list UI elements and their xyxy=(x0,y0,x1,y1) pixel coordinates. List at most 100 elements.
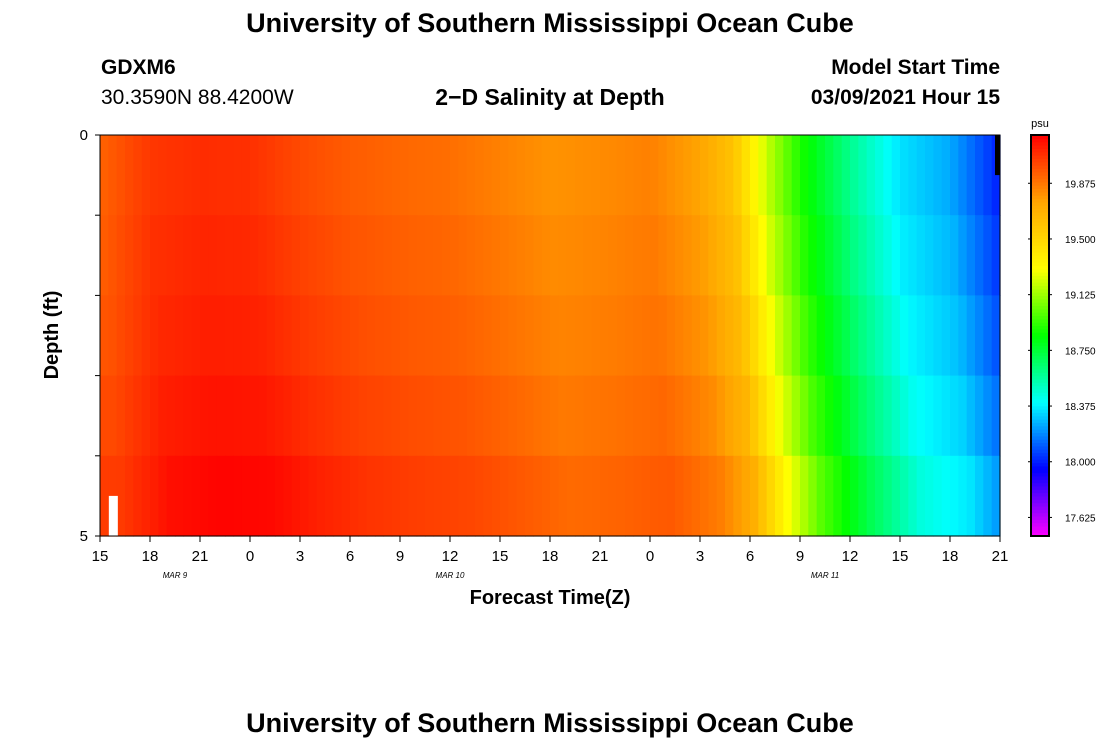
heatmap-cell xyxy=(283,135,293,216)
colorbar-segment xyxy=(1031,345,1049,350)
heatmap-cell xyxy=(316,375,326,457)
heatmap-cell xyxy=(783,135,793,216)
colorbar-segment xyxy=(1031,472,1049,477)
heatmap-cell xyxy=(150,455,159,537)
heatmap-cell xyxy=(416,215,426,296)
y-axis: 05 xyxy=(80,127,100,545)
heatmap-cell xyxy=(666,375,676,457)
colorbar-segment xyxy=(1031,161,1049,166)
heatmap-cell xyxy=(425,375,434,457)
heatmap-cell xyxy=(616,455,626,537)
heatmap-cell xyxy=(883,135,893,216)
heatmap-cell xyxy=(358,135,368,216)
heatmap-cell xyxy=(916,455,926,537)
heatmap-cell xyxy=(891,375,901,457)
colorbar-segment xyxy=(1031,449,1049,454)
heatmap-cell xyxy=(491,215,501,296)
x-tick-label: 21 xyxy=(592,548,609,565)
heatmap-cell xyxy=(858,455,868,537)
station-coordinates: 30.3590N 88.4200W xyxy=(101,86,294,109)
heatmap-cell xyxy=(208,375,218,457)
colorbar-segment xyxy=(1031,298,1049,303)
heatmap-cell xyxy=(275,295,284,377)
colorbar-segment xyxy=(1031,382,1049,387)
heatmap-cell xyxy=(691,375,701,457)
heatmap-cell xyxy=(150,135,159,216)
heatmap-cell xyxy=(375,295,384,377)
x-tick-label: 6 xyxy=(346,548,354,565)
colorbar-segment xyxy=(1031,455,1049,460)
heatmap-cell xyxy=(408,295,418,377)
heatmap-cell xyxy=(391,295,401,377)
heatmap-cell xyxy=(466,375,476,457)
heatmap-cell xyxy=(300,135,309,216)
date-label: MAR 11 xyxy=(811,571,839,580)
colorbar-segment xyxy=(1031,525,1049,530)
colorbar-segment xyxy=(1031,398,1049,403)
colorbar-segment xyxy=(1031,462,1049,467)
heatmap-cell xyxy=(450,135,459,216)
heatmap-cell xyxy=(533,295,543,377)
heatmap-cell xyxy=(850,215,859,296)
heatmap-cell xyxy=(966,215,976,296)
heatmap-cell xyxy=(591,455,601,537)
heatmap-cell xyxy=(316,135,326,216)
heatmap-cell xyxy=(125,295,134,377)
colorbar-segment xyxy=(1031,362,1049,367)
colorbar-segment xyxy=(1031,198,1049,203)
heatmap-cell xyxy=(241,215,251,296)
colorbar-segment xyxy=(1031,308,1049,313)
heatmap-cell xyxy=(125,135,134,216)
heatmap-cell xyxy=(191,455,201,537)
heatmap-cell xyxy=(166,455,176,537)
heatmap-cell xyxy=(758,375,768,457)
heatmap-cell xyxy=(466,295,476,377)
heatmap-cell xyxy=(750,375,759,457)
colorbar-segment xyxy=(1031,479,1049,484)
heatmap-cell xyxy=(991,455,1001,537)
heatmap-cell xyxy=(725,135,734,216)
heatmap-cell xyxy=(625,135,634,216)
colorbar-segment xyxy=(1031,475,1049,480)
heatmap-cell xyxy=(325,455,334,537)
heatmap-cell xyxy=(633,375,643,457)
heatmap-cell xyxy=(458,375,468,457)
heatmap-cell xyxy=(266,135,276,216)
heatmap-cell xyxy=(550,295,559,377)
heatmap-cell xyxy=(783,455,793,537)
x-tick-label: 15 xyxy=(492,548,509,565)
heatmap-cell xyxy=(250,455,259,537)
colorbar-segment xyxy=(1031,465,1049,470)
heatmap-cell xyxy=(633,215,643,296)
heatmap-cell xyxy=(558,135,568,216)
heatmap-cell xyxy=(466,455,476,537)
heatmap-cell xyxy=(616,295,626,377)
colorbar-segment xyxy=(1031,282,1049,286)
heatmap-cell xyxy=(933,295,943,377)
heatmap-cell xyxy=(316,215,326,296)
heatmap-cell xyxy=(791,375,801,457)
heatmap-cell xyxy=(458,455,468,537)
colorbar-segment xyxy=(1031,138,1049,143)
heatmap-cell xyxy=(783,295,793,377)
heatmap-cell xyxy=(150,215,159,296)
heatmap-cell xyxy=(108,295,118,377)
colorbar-segment xyxy=(1031,415,1049,420)
heatmap-cell xyxy=(283,215,293,296)
heatmap-cell xyxy=(891,295,901,377)
heatmap-cell xyxy=(483,375,493,457)
heatmap-cell xyxy=(958,135,968,216)
colorbar-segment xyxy=(1031,158,1049,163)
heatmap-cell xyxy=(916,295,926,377)
colorbar-segment xyxy=(1031,529,1049,534)
colorbar-segment xyxy=(1031,275,1049,280)
heatmap-cell xyxy=(383,215,393,296)
heatmap-cell xyxy=(683,455,693,537)
colorbar-segment xyxy=(1031,409,1049,413)
x-tick-label: 0 xyxy=(246,548,254,565)
colorbar-segment xyxy=(1031,348,1049,353)
heatmap-cell xyxy=(608,215,618,296)
heatmap-cell xyxy=(608,455,618,537)
heatmap-cell xyxy=(666,295,676,377)
heatmap-cell xyxy=(500,215,509,296)
